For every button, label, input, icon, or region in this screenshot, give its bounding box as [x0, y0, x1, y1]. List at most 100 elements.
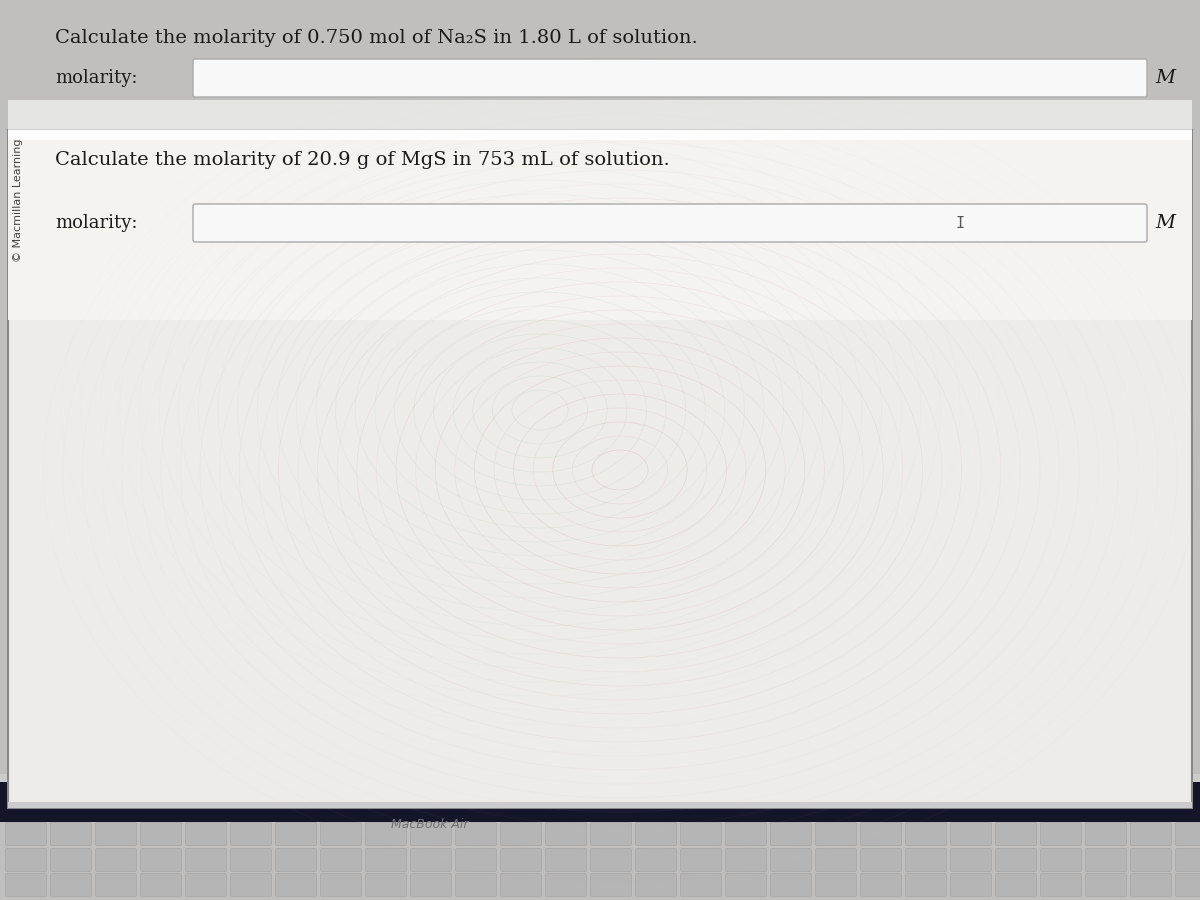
FancyBboxPatch shape — [770, 849, 811, 871]
FancyBboxPatch shape — [140, 823, 181, 845]
FancyBboxPatch shape — [276, 823, 317, 845]
FancyBboxPatch shape — [186, 849, 227, 871]
FancyBboxPatch shape — [546, 823, 587, 845]
FancyBboxPatch shape — [140, 849, 181, 871]
FancyBboxPatch shape — [186, 823, 227, 845]
FancyBboxPatch shape — [410, 823, 451, 845]
Text: Calculate the molarity of 0.750 mol of Na₂S in 1.80 L of solution.: Calculate the molarity of 0.750 mol of N… — [55, 29, 697, 47]
FancyBboxPatch shape — [996, 823, 1037, 845]
FancyBboxPatch shape — [1040, 849, 1081, 871]
FancyBboxPatch shape — [410, 874, 451, 896]
FancyBboxPatch shape — [50, 823, 91, 845]
FancyBboxPatch shape — [276, 874, 317, 896]
FancyBboxPatch shape — [726, 874, 767, 896]
FancyBboxPatch shape — [906, 823, 947, 845]
Bar — [0, 777, 1200, 822]
FancyBboxPatch shape — [816, 874, 857, 896]
FancyBboxPatch shape — [680, 849, 721, 871]
FancyBboxPatch shape — [500, 849, 541, 871]
FancyBboxPatch shape — [726, 823, 767, 845]
FancyBboxPatch shape — [680, 874, 721, 896]
FancyBboxPatch shape — [366, 874, 407, 896]
FancyBboxPatch shape — [680, 823, 721, 845]
FancyBboxPatch shape — [320, 849, 361, 871]
FancyBboxPatch shape — [230, 874, 271, 896]
FancyBboxPatch shape — [456, 849, 497, 871]
FancyBboxPatch shape — [500, 874, 541, 896]
FancyBboxPatch shape — [950, 823, 991, 845]
FancyBboxPatch shape — [1130, 874, 1171, 896]
FancyBboxPatch shape — [366, 849, 407, 871]
FancyBboxPatch shape — [1040, 874, 1081, 896]
Text: molarity:: molarity: — [55, 214, 138, 232]
FancyBboxPatch shape — [816, 849, 857, 871]
Bar — [0, 805, 1200, 900]
Text: © Macmillan Learning: © Macmillan Learning — [13, 139, 23, 262]
FancyBboxPatch shape — [96, 823, 137, 845]
FancyBboxPatch shape — [636, 823, 677, 845]
Bar — [8, 802, 1192, 808]
FancyBboxPatch shape — [320, 823, 361, 845]
FancyBboxPatch shape — [1176, 823, 1200, 845]
FancyBboxPatch shape — [6, 874, 47, 896]
FancyBboxPatch shape — [770, 874, 811, 896]
FancyBboxPatch shape — [770, 823, 811, 845]
FancyBboxPatch shape — [860, 874, 901, 896]
Bar — [0, 774, 1200, 782]
Bar — [8, 130, 1192, 808]
FancyBboxPatch shape — [50, 849, 91, 871]
FancyBboxPatch shape — [636, 849, 677, 871]
FancyBboxPatch shape — [636, 874, 677, 896]
FancyBboxPatch shape — [816, 823, 857, 845]
FancyBboxPatch shape — [996, 849, 1037, 871]
FancyBboxPatch shape — [950, 849, 991, 871]
FancyBboxPatch shape — [1086, 874, 1127, 896]
FancyBboxPatch shape — [906, 874, 947, 896]
FancyBboxPatch shape — [456, 823, 497, 845]
FancyBboxPatch shape — [1130, 849, 1171, 871]
FancyBboxPatch shape — [1086, 823, 1127, 845]
Text: M: M — [1154, 69, 1175, 87]
Text: M: M — [1154, 214, 1175, 232]
FancyBboxPatch shape — [96, 874, 137, 896]
FancyBboxPatch shape — [6, 823, 47, 845]
FancyBboxPatch shape — [546, 874, 587, 896]
FancyBboxPatch shape — [193, 59, 1147, 97]
FancyBboxPatch shape — [366, 823, 407, 845]
Bar — [8, 130, 1192, 140]
FancyBboxPatch shape — [186, 874, 227, 896]
FancyBboxPatch shape — [456, 874, 497, 896]
FancyBboxPatch shape — [193, 204, 1147, 242]
FancyBboxPatch shape — [230, 823, 271, 845]
FancyBboxPatch shape — [1176, 849, 1200, 871]
FancyBboxPatch shape — [410, 849, 451, 871]
FancyBboxPatch shape — [590, 823, 631, 845]
Text: MacBook Air: MacBook Air — [391, 818, 469, 832]
FancyBboxPatch shape — [6, 849, 47, 871]
FancyBboxPatch shape — [996, 874, 1037, 896]
Text: I: I — [955, 215, 965, 230]
Text: Calculate the molarity of 20.9 g of MgS in 753 mL of solution.: Calculate the molarity of 20.9 g of MgS … — [55, 151, 670, 169]
FancyBboxPatch shape — [726, 849, 767, 871]
FancyBboxPatch shape — [1130, 823, 1171, 845]
FancyBboxPatch shape — [906, 849, 947, 871]
FancyBboxPatch shape — [590, 874, 631, 896]
FancyBboxPatch shape — [500, 823, 541, 845]
Text: molarity:: molarity: — [55, 69, 138, 87]
Bar — [8, 100, 1192, 130]
FancyBboxPatch shape — [590, 849, 631, 871]
FancyBboxPatch shape — [1040, 823, 1081, 845]
FancyBboxPatch shape — [860, 823, 901, 845]
FancyBboxPatch shape — [860, 849, 901, 871]
FancyBboxPatch shape — [1176, 874, 1200, 896]
FancyBboxPatch shape — [96, 849, 137, 871]
FancyBboxPatch shape — [546, 849, 587, 871]
FancyBboxPatch shape — [230, 849, 271, 871]
FancyBboxPatch shape — [276, 849, 317, 871]
FancyBboxPatch shape — [140, 874, 181, 896]
FancyBboxPatch shape — [1086, 849, 1127, 871]
Bar — [8, 130, 1192, 320]
FancyBboxPatch shape — [950, 874, 991, 896]
FancyBboxPatch shape — [50, 874, 91, 896]
FancyBboxPatch shape — [320, 874, 361, 896]
